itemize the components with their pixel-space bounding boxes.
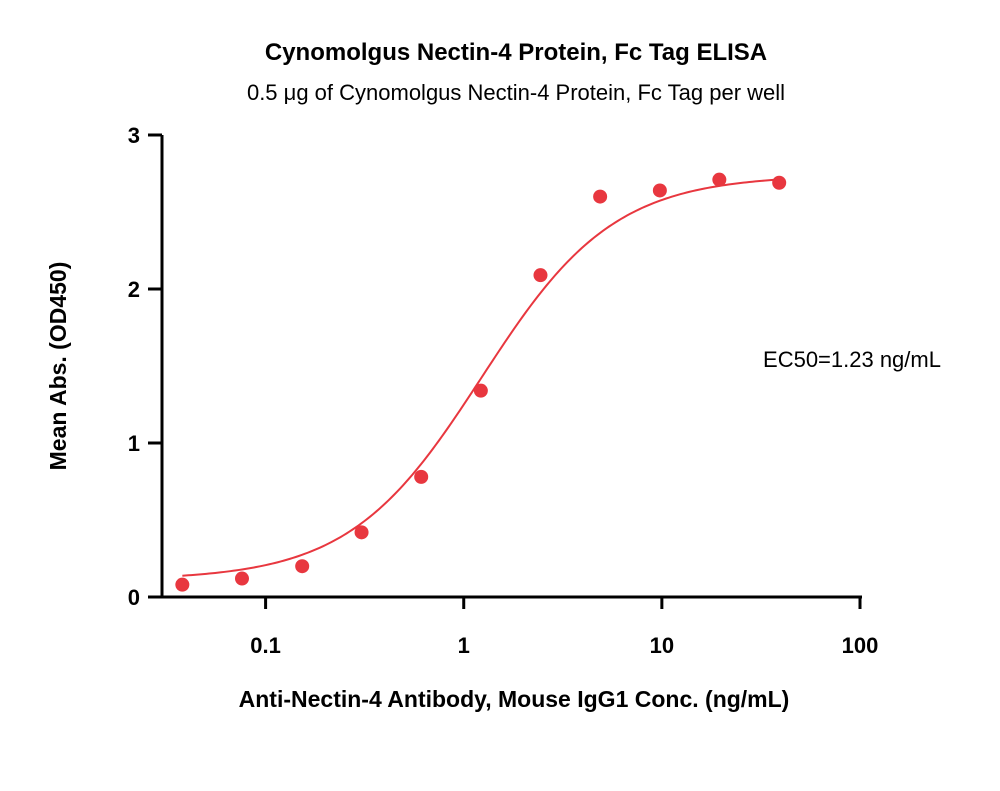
data-point [354, 525, 369, 540]
data-point [712, 172, 727, 187]
data-point [593, 189, 608, 204]
y-axis-title: Mean Abs. (OD450) [45, 262, 71, 471]
data-point [234, 571, 249, 586]
data-point [473, 383, 488, 398]
y-axis-ticks: 0 1 2 3 [128, 123, 162, 610]
chart-title: Cynomolgus Nectin-4 Protein, Fc Tag ELIS… [265, 39, 767, 66]
data-point [772, 175, 787, 190]
y-tick-label: 0 [128, 585, 140, 610]
y-tick-label: 3 [128, 123, 140, 148]
data-point [175, 577, 190, 592]
x-axis-ticks: 0.1 1 10 100 [250, 597, 878, 658]
x-tick-label: 0.1 [250, 633, 281, 658]
data-point [414, 469, 429, 484]
x-tick-label: 1 [458, 633, 470, 658]
data-point [295, 559, 310, 574]
data-points [175, 172, 787, 592]
y-tick-label: 2 [128, 277, 140, 302]
data-point [533, 268, 548, 283]
fit-curve [182, 178, 780, 577]
x-tick-label: 10 [650, 633, 674, 658]
ec50-annotation: EC50=1.23 ng/mL [763, 347, 941, 372]
chart-subtitle: 0.5 μg of Cynomolgus Nectin-4 Protein, F… [247, 80, 785, 105]
x-tick-label: 100 [842, 633, 879, 658]
x-axis-title: Anti-Nectin-4 Antibody, Mouse IgG1 Conc.… [239, 686, 790, 712]
y-tick-label: 1 [128, 431, 140, 456]
data-point [652, 183, 667, 198]
